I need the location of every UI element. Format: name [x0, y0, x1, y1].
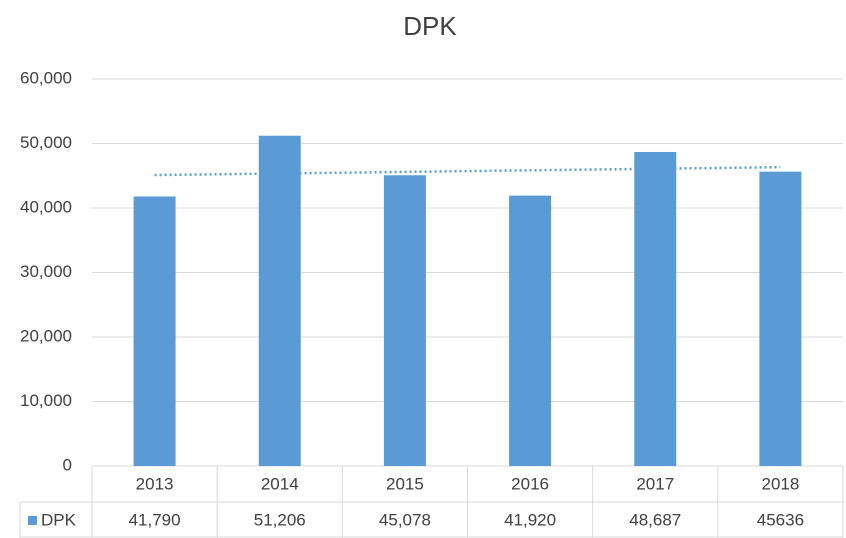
y-tick-label: 50,000 — [20, 133, 72, 152]
bar — [509, 195, 552, 466]
bar — [133, 196, 176, 466]
bar — [383, 175, 426, 467]
x-tick-label: 2017 — [636, 474, 674, 493]
table-value: 45,078 — [379, 510, 431, 529]
x-tick-label: 2013 — [136, 474, 174, 493]
y-tick-label: 30,000 — [20, 262, 72, 281]
table-value: 51,206 — [254, 510, 306, 529]
table-value: 41,790 — [129, 510, 181, 529]
bar — [759, 171, 802, 466]
x-tick-label: 2018 — [762, 474, 800, 493]
x-tick-label: 2014 — [261, 474, 299, 493]
trendline — [154, 165, 781, 177]
x-tick-label: 2016 — [511, 474, 549, 493]
table-value: 41,920 — [504, 510, 556, 529]
y-tick-label: 40,000 — [20, 197, 72, 216]
bar — [258, 135, 301, 466]
table-value: 45636 — [757, 510, 804, 529]
legend-key — [28, 516, 37, 525]
table-value: 48,687 — [629, 510, 681, 529]
x-tick-label: 2015 — [386, 474, 424, 493]
y-tick-label: 20,000 — [20, 326, 72, 345]
bar — [634, 151, 677, 466]
y-tick-label: 60,000 — [20, 68, 72, 87]
chart-title: DPK — [403, 11, 457, 41]
y-tick-label: 0 — [63, 455, 72, 474]
y-tick-label: 10,000 — [20, 391, 72, 410]
legend-label: DPK — [41, 510, 77, 529]
